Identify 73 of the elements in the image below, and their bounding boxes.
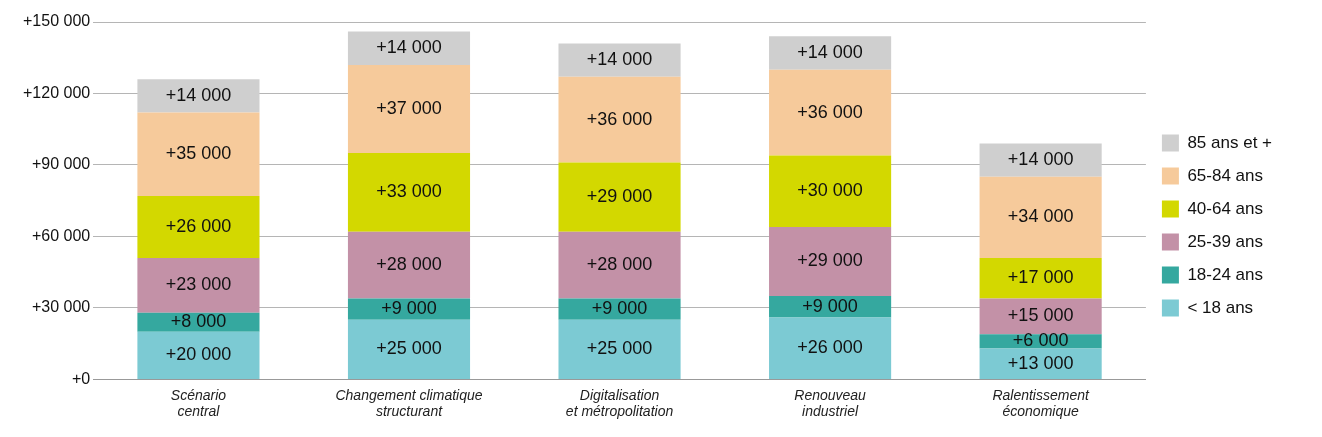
- bar: [137, 195, 260, 258]
- x-tick-label: Changement climatique structurant: [335, 386, 483, 420]
- y-tick-label: +150 000: [22, 12, 91, 30]
- bar: [558, 319, 681, 379]
- x-tick-label: Ralentissement économique: [992, 386, 1090, 420]
- data-label: +33 000: [376, 181, 442, 202]
- bar: [769, 317, 892, 379]
- data-label: +28 000: [376, 254, 442, 274]
- y-tick-label: +120 000: [22, 83, 91, 101]
- data-label: +9 000: [591, 298, 648, 319]
- legend-label: 25-39 ans: [1187, 231, 1264, 251]
- bar: [769, 36, 892, 70]
- bar: [347, 231, 471, 299]
- data-label: +25 000: [376, 338, 442, 359]
- bar: [347, 153, 471, 232]
- bar: [137, 331, 260, 379]
- y-tick-label: +90 000: [31, 155, 91, 173]
- bar: [979, 348, 1102, 379]
- data-label: +37 000: [376, 97, 442, 118]
- y-tick-label: +30 000: [31, 298, 91, 316]
- data-label: +20 000: [165, 344, 232, 365]
- y-tick-label: +60 000: [31, 226, 91, 244]
- data-label: +26 000: [165, 215, 232, 236]
- bar: [558, 298, 681, 320]
- data-label: +8 000: [170, 311, 227, 332]
- bar: [979, 143, 1102, 177]
- bar: [979, 257, 1102, 299]
- data-label: +35 000: [165, 143, 232, 164]
- legend-label: < 18 ans: [1187, 297, 1254, 317]
- bar: [769, 226, 892, 297]
- data-label: +14 000: [165, 84, 232, 105]
- data-label: +28 000: [586, 254, 653, 274]
- x-tick-label: Renouveau industriel: [794, 386, 867, 420]
- data-label: +25 000: [586, 338, 653, 359]
- data-label: +17 000: [1007, 267, 1074, 288]
- data-label: +9 000: [381, 298, 437, 319]
- data-label: +6 000: [1012, 330, 1069, 351]
- bar: [558, 43, 681, 77]
- legend-label: 65-84 ans: [1187, 165, 1264, 185]
- bar: [769, 69, 892, 156]
- bar: [979, 298, 1102, 335]
- legend-label: 85 ans et +: [1187, 132, 1273, 152]
- bar: [558, 76, 681, 163]
- data-label: +14 000: [797, 41, 863, 62]
- data-label: +13 000: [1007, 352, 1074, 373]
- bar: [558, 162, 681, 232]
- bar: [769, 155, 892, 227]
- data-label: +14 000: [1007, 149, 1074, 170]
- bar: [347, 319, 471, 379]
- x-tick-label: Scénario central: [170, 386, 227, 420]
- data-label: +23 000: [165, 274, 232, 295]
- data-label: +36 000: [797, 101, 863, 122]
- bar: [347, 31, 471, 65]
- data-label: +36 000: [586, 108, 653, 129]
- bar: [137, 112, 260, 196]
- data-label: +29 000: [797, 250, 863, 271]
- data-label: +30 000: [797, 180, 863, 201]
- data-label: +15 000: [1007, 305, 1074, 326]
- y-tick-label: +0: [71, 369, 91, 387]
- data-label: +9 000: [802, 295, 858, 316]
- x-tick-label: Digitalisation et métropolitation: [565, 386, 674, 420]
- data-label: +26 000: [797, 337, 863, 358]
- bar: [979, 176, 1102, 258]
- bar: [137, 79, 260, 113]
- data-label: +34 000: [1007, 206, 1074, 227]
- data-label: +14 000: [376, 37, 442, 58]
- data-label: +14 000: [586, 49, 653, 70]
- legend-label: 18-24 ans: [1187, 264, 1264, 284]
- data-label: +29 000: [586, 186, 653, 207]
- legend-label: 40-64 ans: [1187, 198, 1264, 218]
- bar: [558, 231, 681, 299]
- bar: [137, 257, 260, 313]
- bar: [347, 64, 471, 154]
